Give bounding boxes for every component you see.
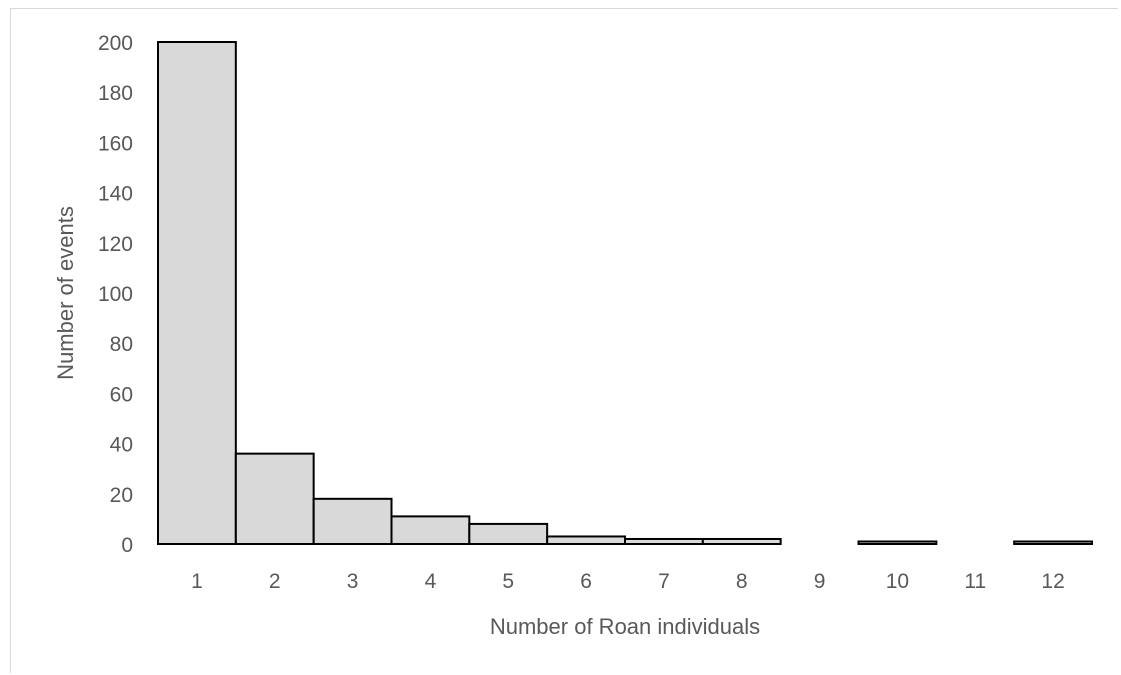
y-tick-label: 140 — [98, 183, 133, 206]
y-tick-label: 180 — [98, 82, 133, 105]
x-tick-label: 12 — [1041, 570, 1064, 593]
x-tick-labels: 1 2 3 4 5 6 7 8 9 10 11 12 — [191, 570, 1065, 593]
x-tick-label: 11 — [964, 570, 986, 593]
y-tick-label: 0 — [121, 534, 133, 557]
x-tick-label: 2 — [269, 570, 281, 593]
y-tick-labels: 0 20 40 60 80 100 120 140 160 180 200 — [98, 32, 133, 557]
y-tick-label: 200 — [98, 32, 133, 55]
bar-8 — [701, 537, 782, 545]
y-tick-label: 80 — [110, 333, 133, 356]
x-tick-label: 5 — [502, 570, 514, 593]
x-tick-label: 8 — [736, 570, 748, 593]
x-tick-label: 10 — [886, 570, 909, 593]
y-tick-label: 100 — [98, 283, 133, 306]
y-tick-label: 40 — [110, 434, 133, 457]
y-tick-label: 160 — [98, 132, 133, 155]
y-tick-label: 120 — [98, 233, 133, 256]
x-tick-label: 4 — [425, 570, 437, 593]
bar-10 — [857, 540, 938, 545]
y-tick-label: 60 — [110, 383, 133, 406]
bar-5 — [468, 522, 549, 545]
bar-7 — [624, 537, 704, 545]
x-tick-label: 7 — [658, 570, 670, 593]
x-tick-label: 6 — [580, 570, 592, 593]
x-tick-label: 1 — [191, 570, 203, 593]
bar-1 — [157, 41, 237, 545]
bar-2 — [234, 452, 315, 546]
bar-6 — [546, 535, 626, 545]
x-tick-label: 3 — [347, 570, 359, 593]
bar-12 — [1013, 540, 1093, 545]
bars-group — [157, 41, 1093, 546]
chart-frame — [10, 8, 1118, 673]
y-axis-title: Number of events — [53, 206, 78, 380]
x-axis-title: Number of Roan individuals — [490, 614, 760, 639]
x-tick-label: 9 — [814, 570, 826, 593]
y-tick-label: 20 — [110, 484, 133, 507]
bar-3 — [312, 497, 393, 546]
bar-4 — [390, 515, 471, 546]
